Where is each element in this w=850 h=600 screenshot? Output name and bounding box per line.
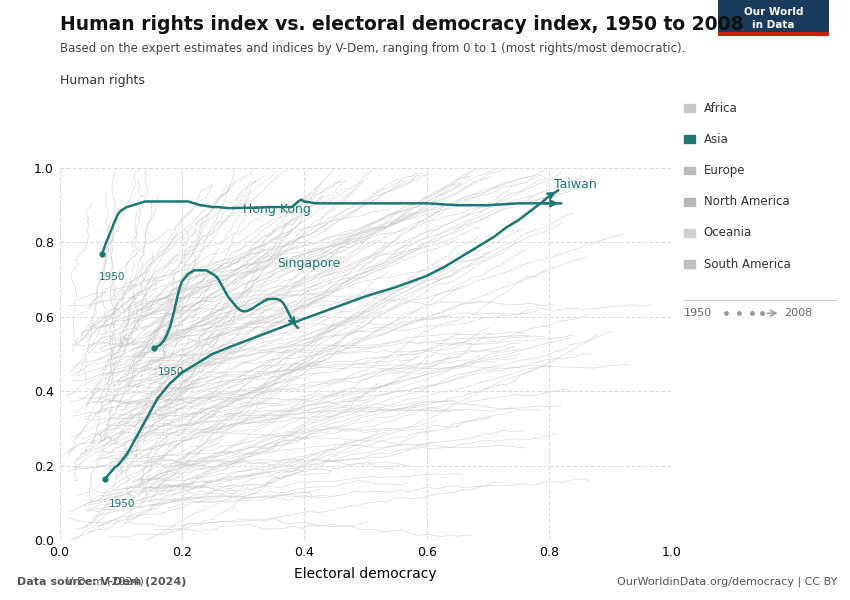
Text: 1950: 1950 [684, 308, 712, 318]
X-axis label: Electoral democracy: Electoral democracy [294, 567, 437, 581]
Text: Africa: Africa [704, 101, 738, 115]
Text: Data source: V-Dem (2024): Data source: V-Dem (2024) [17, 577, 186, 587]
Text: 1950: 1950 [109, 499, 135, 509]
Text: 2008: 2008 [785, 308, 813, 318]
Text: North America: North America [704, 195, 790, 208]
Text: Oceania: Oceania [704, 226, 752, 239]
Text: Human rights: Human rights [60, 74, 144, 87]
Text: Taiwan: Taiwan [554, 178, 597, 191]
Text: OurWorldinData.org/democracy | CC BY: OurWorldinData.org/democracy | CC BY [617, 576, 837, 587]
Text: 1950: 1950 [99, 272, 126, 282]
Text: 1950: 1950 [157, 367, 184, 377]
Text: Singapore: Singapore [277, 257, 340, 269]
Text: Based on the expert estimates and indices by V-Dem, ranging from 0 to 1 (most ri: Based on the expert estimates and indice… [60, 42, 685, 55]
Text: V-Dem (2024): V-Dem (2024) [17, 577, 144, 587]
Text: South America: South America [704, 257, 790, 271]
Text: in Data: in Data [752, 20, 795, 30]
Text: Our World: Our World [744, 7, 803, 17]
Text: Human rights index vs. electoral democracy index, 1950 to 2008: Human rights index vs. electoral democra… [60, 15, 743, 34]
Text: Europe: Europe [704, 164, 745, 177]
Text: Asia: Asia [704, 133, 728, 146]
Text: Hong Kong: Hong Kong [243, 203, 311, 215]
